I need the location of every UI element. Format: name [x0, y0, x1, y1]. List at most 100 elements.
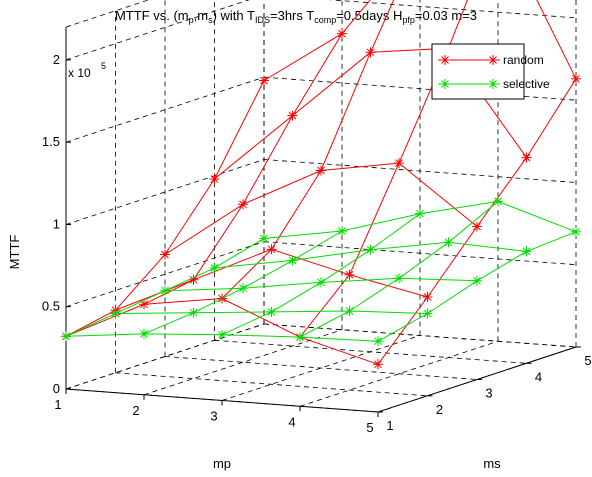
data-point	[521, 246, 532, 257]
y-tick-label: 2	[436, 402, 443, 417]
mesh-line-ms	[143, 230, 343, 335]
data-point-stroke	[374, 360, 382, 369]
data-point	[316, 277, 326, 288]
surface-meshes	[61, 0, 581, 370]
data-point	[160, 249, 170, 260]
data-point	[287, 255, 298, 266]
mesh-line-ms	[143, 33, 343, 305]
data-point-stroke	[338, 227, 346, 235]
y-tick-label: 5	[584, 353, 591, 368]
title-part: pfp	[402, 15, 415, 25]
side-wall-horizontal	[65, 0, 250, 61]
x-tick-label: 2	[132, 403, 139, 418]
floor-grid-mp	[143, 329, 343, 396]
data-point-stroke	[366, 245, 375, 254]
mesh-line-mp	[263, 0, 577, 81]
data-point-stroke	[189, 308, 198, 317]
data-point	[521, 152, 532, 163]
y-axis-label: ms	[483, 456, 501, 471]
data-point	[61, 331, 71, 342]
data-point	[139, 328, 149, 339]
mesh-line-ms	[299, 201, 499, 338]
data-point-stroke	[288, 256, 297, 265]
title-part: s	[208, 15, 213, 25]
data-point-stroke	[210, 264, 219, 272]
data-point-stroke	[218, 330, 226, 339]
data-point	[443, 237, 454, 248]
floor-grid-ms	[214, 339, 527, 364]
data-point-stroke	[267, 245, 276, 254]
data-point	[209, 262, 220, 273]
data-point-stroke	[441, 56, 449, 64]
data-point-stroke	[317, 278, 325, 287]
data-point-stroke	[140, 300, 148, 309]
data-point-stroke	[260, 234, 268, 243]
data-point	[344, 306, 355, 316]
data-point-stroke	[494, 197, 502, 206]
data-point	[472, 275, 482, 286]
data-point-stroke	[317, 166, 325, 175]
data-point	[316, 165, 326, 176]
data-point-stroke	[210, 175, 219, 183]
data-point	[188, 307, 199, 318]
data-point	[266, 244, 277, 255]
data-point	[188, 274, 199, 285]
data-point	[110, 308, 121, 319]
title-part: IDS	[255, 15, 270, 25]
data-point	[259, 233, 269, 244]
y-tick-label: 1	[386, 418, 393, 433]
data-point-stroke	[572, 227, 580, 236]
data-point-stroke	[345, 270, 354, 279]
data-point	[238, 283, 248, 294]
data-point	[415, 208, 425, 219]
title-part: =3hrs T	[270, 8, 314, 23]
data-point	[571, 226, 581, 237]
floor-grid-ms	[164, 356, 478, 380]
side-wall-horizontal	[65, 76, 265, 143]
floor-grid-ms	[115, 372, 428, 397]
data-point	[394, 158, 404, 169]
data-point-stroke	[444, 238, 453, 247]
title-part: p	[189, 15, 194, 25]
data-point	[337, 28, 347, 39]
floor-grid-mp	[221, 335, 421, 401]
chart-title: MTTF vs. (mp,ms) with TIDS=3hrs Tcomp=0.…	[115, 8, 477, 25]
data-point	[440, 55, 450, 65]
side-wall-horizontal	[65, 159, 265, 225]
data-point	[295, 332, 305, 343]
z-tick-label: 2	[53, 52, 60, 67]
data-point-stroke	[522, 247, 531, 256]
x-tick-label: 3	[210, 409, 217, 424]
data-point	[422, 308, 433, 319]
data-point	[488, 55, 498, 65]
data-point-stroke	[423, 293, 432, 301]
data-point	[488, 79, 498, 89]
title-part: ,m	[194, 8, 208, 23]
data-point	[373, 359, 383, 370]
data-point	[337, 226, 347, 236]
data-point-stroke	[572, 74, 580, 83]
title-part: =0.5days H	[336, 8, 402, 23]
legend-label: random	[503, 53, 544, 67]
legend-box	[431, 43, 525, 100]
floor-grid-mp	[299, 340, 499, 407]
title-part: ) with T	[213, 8, 255, 23]
data-point-stroke	[473, 222, 481, 231]
data-point	[259, 75, 269, 86]
data-point	[493, 196, 503, 207]
data-point	[209, 174, 220, 184]
data-point-stroke	[267, 308, 276, 316]
z-multiplier: x 10 5	[68, 61, 106, 80]
y-tick-label: 3	[485, 386, 492, 401]
data-point	[472, 221, 482, 232]
data-point-stroke	[111, 309, 120, 318]
legend: random selective	[431, 43, 550, 100]
back-wall-horizontal	[263, 159, 577, 183]
floor-grid-mp	[377, 346, 577, 413]
data-point-stroke	[522, 153, 531, 162]
back-wall-horizontal	[263, 76, 577, 101]
data-point-stroke	[395, 159, 403, 167]
data-point	[287, 110, 298, 121]
